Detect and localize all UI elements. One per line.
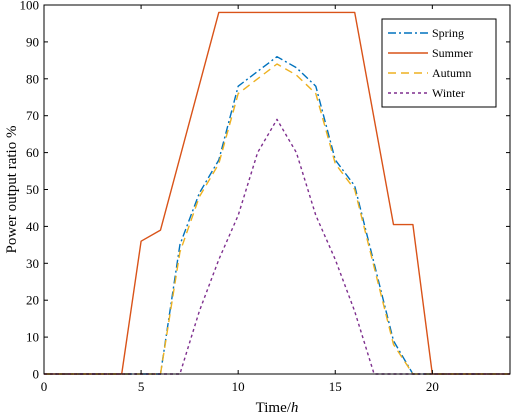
series-line-spring bbox=[44, 56, 510, 375]
legend-label-summer: Summer bbox=[432, 46, 473, 60]
y-tick-label: 0 bbox=[33, 367, 40, 382]
x-axis-label-text: Time/ bbox=[256, 400, 292, 416]
axis-tick-labels: 0 5 10 15 20 0 10 20 30 40 50 60 70 80 90 100 bbox=[20, 0, 439, 394]
legend-label-autumn: Autumn bbox=[432, 66, 471, 80]
x-tick-label: 5 bbox=[138, 379, 145, 394]
legend: Spring Summer Autumn Winter bbox=[381, 18, 497, 108]
series-line-summer bbox=[44, 11, 510, 375]
y-tick-label: 30 bbox=[26, 256, 39, 271]
y-tick-label: 60 bbox=[26, 145, 39, 160]
y-axis-label: Power output ratio % bbox=[4, 126, 20, 254]
x-tick-label: 10 bbox=[232, 379, 245, 394]
y-tick-label: 50 bbox=[26, 182, 39, 197]
x-axis-label: Time/h bbox=[256, 400, 299, 416]
x-tick-label: 15 bbox=[329, 379, 342, 394]
legend-label-winter: Winter bbox=[432, 86, 465, 100]
y-tick-label: 90 bbox=[26, 34, 39, 49]
legend-label-spring: Spring bbox=[432, 26, 464, 40]
y-tick-label: 10 bbox=[26, 330, 39, 345]
y-tick-label: 100 bbox=[20, 0, 40, 13]
y-tick-label: 40 bbox=[26, 219, 39, 234]
series-line-winter bbox=[44, 118, 510, 375]
axis-ticks bbox=[43, 4, 510, 375]
series-lines bbox=[44, 11, 510, 375]
y-tick-label: 20 bbox=[26, 293, 39, 308]
x-axis-label-unit: h bbox=[291, 400, 299, 416]
x-tick-label: 0 bbox=[41, 379, 48, 394]
series-line-autumn bbox=[44, 63, 510, 375]
y-tick-label: 70 bbox=[26, 108, 39, 123]
x-tick-label: 20 bbox=[426, 379, 439, 394]
y-tick-label: 80 bbox=[26, 71, 39, 86]
